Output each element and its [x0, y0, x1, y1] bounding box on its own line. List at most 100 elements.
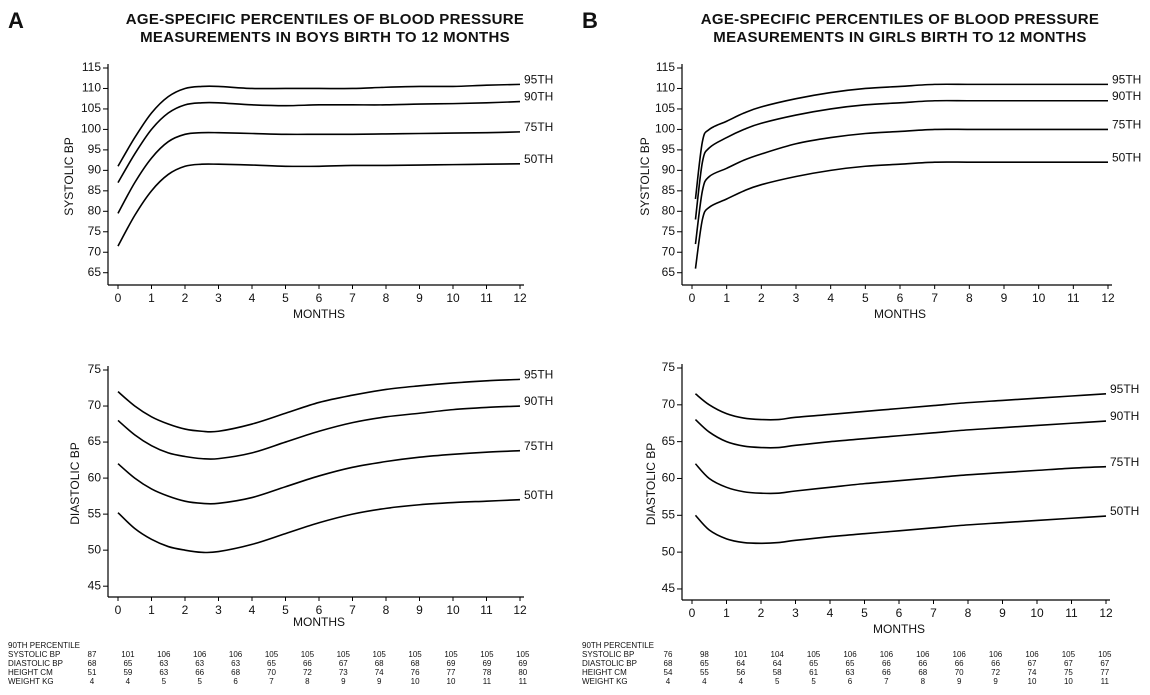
- table-cell: 9: [341, 677, 346, 686]
- x-tick-label: 1: [723, 606, 730, 620]
- y-tick-label: 75: [88, 224, 102, 238]
- y-tick-label: 60: [662, 471, 676, 485]
- x-tick-label: 4: [827, 291, 834, 305]
- x-tick-label: 2: [758, 291, 765, 305]
- x-tick-label: 5: [282, 603, 289, 617]
- x-tick-label: 8: [383, 291, 390, 305]
- table-header: 90TH PERCENTILE: [8, 641, 80, 650]
- series-line: [694, 418, 1107, 449]
- table-cell: 68: [664, 659, 673, 668]
- table-row-label: SYSTOLIC BP: [582, 650, 634, 659]
- table-cell: 11: [1101, 677, 1110, 686]
- y-tick-label: 90: [88, 163, 102, 177]
- table-cell: 61: [809, 668, 818, 677]
- x-tick-label: 0: [689, 606, 696, 620]
- table-cell: 68: [88, 659, 97, 668]
- table-cell: 105: [301, 650, 315, 659]
- table-cell: 77: [447, 668, 456, 677]
- table-cell: 5: [811, 677, 816, 686]
- table-cell: 65: [267, 659, 276, 668]
- table-cell: 51: [88, 668, 97, 677]
- table-cell: 73: [339, 668, 348, 677]
- x-tick-label: 7: [349, 291, 356, 305]
- y-tick-label: 105: [81, 101, 101, 115]
- x-tick-label: 7: [931, 291, 938, 305]
- series-line: [694, 99, 1108, 220]
- table-cell: 66: [303, 659, 312, 668]
- table-cell: 69: [518, 659, 527, 668]
- table-cell: 63: [159, 668, 168, 677]
- table-cell: 101: [734, 650, 748, 659]
- table-cell: 105: [480, 650, 494, 659]
- table-cell: 66: [882, 659, 891, 668]
- table-cell: 70: [955, 668, 964, 677]
- table-cell: 4: [666, 677, 671, 686]
- y-tick-label: 70: [88, 398, 102, 412]
- table-cell: 105: [444, 650, 458, 659]
- x-tick-label: 4: [827, 606, 834, 620]
- x-axis-label: MONTHS: [293, 307, 345, 321]
- y-tick-label: 55: [662, 507, 676, 521]
- table-cell: 55: [700, 668, 709, 677]
- table-cell: 106: [193, 650, 207, 659]
- y-tick-label: 45: [88, 578, 102, 592]
- panel-title: MEASUREMENTS IN BOYS BIRTH TO 12 MONTHS: [140, 29, 510, 46]
- table-cell: 106: [953, 650, 967, 659]
- table-cell: 5: [162, 677, 167, 686]
- x-tick-label: 3: [793, 291, 800, 305]
- table-cell: 9: [957, 677, 962, 686]
- y-tick-label: 85: [662, 183, 676, 197]
- x-tick-label: 1: [148, 603, 155, 617]
- x-tick-label: 11: [480, 291, 493, 305]
- series-label: 90TH: [1112, 89, 1141, 103]
- table-cell: 4: [126, 677, 131, 686]
- y-tick-label: 55: [88, 506, 102, 520]
- y-tick-label: 45: [662, 581, 676, 595]
- panel-letter: A: [8, 8, 24, 33]
- table-cell: 80: [518, 668, 527, 677]
- x-tick-label: 9: [416, 291, 423, 305]
- table-row-label: DIASTOLIC BP: [8, 659, 63, 668]
- series-line: [694, 83, 1108, 200]
- y-tick-label: 65: [662, 265, 676, 279]
- table-cell: 76: [664, 650, 673, 659]
- table-cell: 68: [411, 659, 420, 668]
- table-cell: 106: [989, 650, 1003, 659]
- x-tick-label: 8: [383, 603, 390, 617]
- table-cell: 65: [846, 659, 855, 668]
- table-row-label: SYSTOLIC BP: [8, 650, 60, 659]
- x-tick-label: 11: [1067, 291, 1080, 305]
- table-cell: 4: [739, 677, 744, 686]
- table-cell: 7: [884, 677, 889, 686]
- series-line: [117, 131, 521, 214]
- table-row-label: WEIGHT KG: [582, 677, 628, 686]
- table-cell: 10: [411, 677, 420, 686]
- x-tick-label: 10: [1032, 291, 1046, 305]
- series-label: 50TH: [524, 488, 553, 502]
- table-cell: 105: [516, 650, 530, 659]
- x-tick-label: 4: [249, 603, 256, 617]
- x-tick-label: 10: [446, 291, 460, 305]
- table-cell: 105: [1062, 650, 1076, 659]
- y-tick-label: 50: [88, 542, 102, 556]
- series-label: 95TH: [524, 73, 553, 87]
- series-label: 75TH: [524, 439, 553, 453]
- table-cell: 66: [991, 659, 1000, 668]
- table-cell: 65: [809, 659, 818, 668]
- table-cell: 106: [880, 650, 894, 659]
- table-cell: 106: [843, 650, 857, 659]
- table-cell: 4: [90, 677, 95, 686]
- series-line: [117, 498, 521, 554]
- table-cell: 105: [807, 650, 821, 659]
- y-tick-label: 70: [88, 244, 102, 258]
- table-row-label: WEIGHT KG: [8, 677, 54, 686]
- table-cell: 67: [339, 659, 348, 668]
- x-tick-label: 3: [215, 603, 222, 617]
- x-axis-label: MONTHS: [873, 622, 925, 636]
- y-tick-label: 70: [662, 244, 676, 258]
- x-tick-label: 5: [282, 291, 289, 305]
- table-cell: 78: [482, 668, 491, 677]
- table-cell: 75: [1064, 668, 1073, 677]
- table-cell: 105: [373, 650, 387, 659]
- series-label: 75TH: [1110, 455, 1139, 469]
